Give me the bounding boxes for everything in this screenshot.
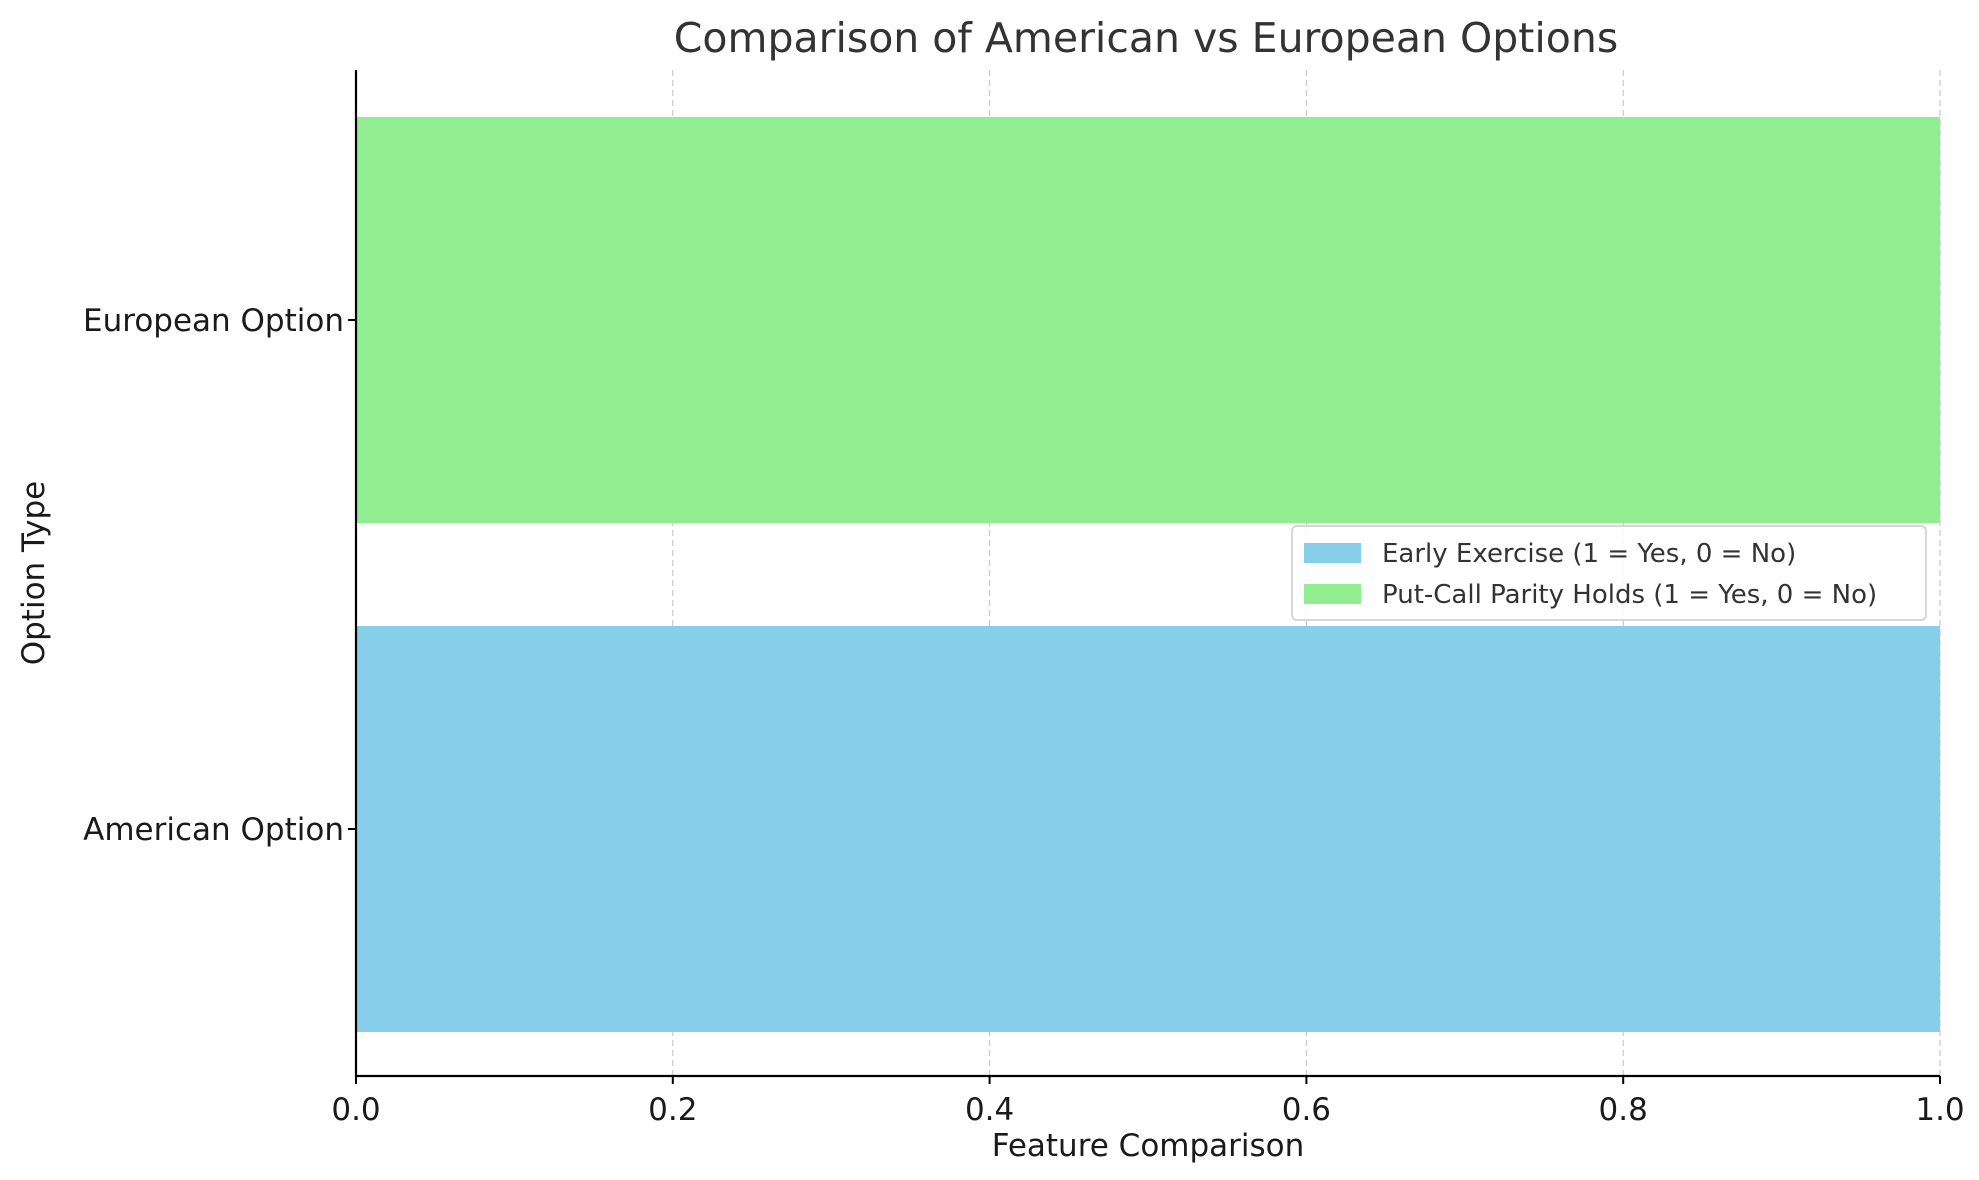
bar [356,117,1940,523]
y-tick-label: American Option [83,812,344,848]
x-tick-label: 0.4 [965,1092,1014,1128]
x-tick-label: 0.0 [331,1092,380,1128]
y-axis-label: Option Type [16,481,52,666]
legend-swatch [1304,584,1361,604]
x-tick-label: 0.2 [648,1092,697,1128]
x-tick-label: 0.8 [1599,1092,1648,1128]
x-ticks: 0.0 0.2 0.4 0.6 0.8 1.0 [331,1076,1965,1128]
legend: Early Exercise (1 = Yes, 0 = No) Put-Call… [1291,525,1927,621]
bar [356,626,1940,1032]
x-axis-label: Feature Comparison [992,1128,1305,1164]
legend-entry-label: Put-Call Parity Holds (1 = Yes, 0 = No) [1382,580,1877,610]
legend-entry-label: Early Exercise (1 = Yes, 0 = No) [1382,539,1796,569]
y-tick-label: European Option [83,303,344,339]
legend-swatch [1304,543,1361,563]
x-tick-label: 0.6 [1282,1092,1331,1128]
x-tick-label: 1.0 [1915,1092,1964,1128]
chart-title: Comparison of American vs European Optio… [674,14,1618,62]
legend-frame [1291,525,1927,621]
bars-layer [356,117,1940,1032]
y-ticks: American Option European Option [83,303,356,848]
